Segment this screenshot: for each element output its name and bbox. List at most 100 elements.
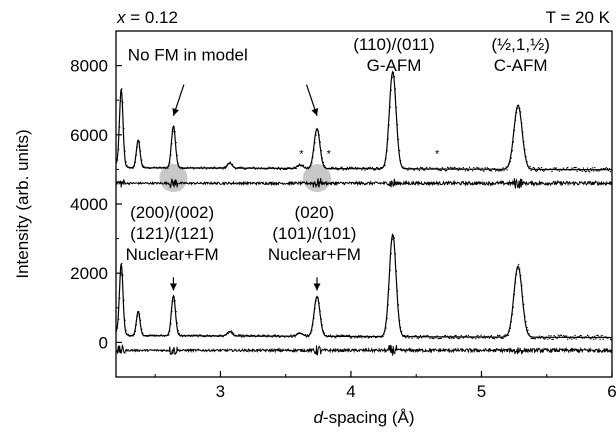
- observed-point: [308, 168, 309, 169]
- observed-point: [361, 169, 362, 170]
- observed-point: [395, 253, 396, 254]
- observed-point: [502, 338, 503, 339]
- observed-point: [348, 335, 349, 336]
- observed-point: [159, 335, 160, 336]
- observed-points: [116, 72, 612, 173]
- observed-point: [120, 274, 121, 275]
- observed-point: [220, 167, 221, 168]
- observed-point: [522, 132, 523, 133]
- observed-point: [527, 330, 528, 331]
- observed-point: [501, 338, 502, 339]
- observed-point: [244, 335, 245, 336]
- observed-point: [247, 168, 248, 169]
- observed-point: [252, 335, 253, 336]
- observed-point: [291, 337, 292, 338]
- observed-point: [345, 336, 346, 337]
- observed-point: [289, 167, 290, 168]
- observed-point: [256, 336, 257, 337]
- observed-point: [136, 324, 137, 325]
- x-tick-label: 6: [607, 382, 616, 401]
- observed-point: [507, 169, 508, 170]
- observed-point: [355, 167, 356, 168]
- difference-curve: [116, 345, 612, 356]
- observed-point: [226, 167, 227, 168]
- observed-point: [468, 170, 469, 171]
- observed-point: [391, 90, 392, 91]
- observed-point: [357, 337, 358, 338]
- observed-point: [325, 335, 326, 336]
- observed-point: [319, 303, 320, 304]
- observed-point: [338, 168, 339, 169]
- observed-point: [433, 168, 434, 169]
- observed-point: [441, 170, 442, 171]
- observed-point: [254, 335, 255, 336]
- observed-point: [417, 167, 418, 168]
- observed-point: [609, 337, 610, 338]
- observed-point: [572, 169, 573, 170]
- observed-point: [591, 170, 592, 171]
- observed-point: [604, 168, 605, 169]
- observed-point: [514, 294, 515, 295]
- observed-point: [508, 335, 509, 336]
- observed-point: [535, 338, 536, 339]
- observed-point: [278, 167, 279, 168]
- observed-point: [162, 335, 163, 336]
- observed-point: [324, 333, 325, 334]
- observed-point: [379, 336, 380, 337]
- observed-point: [192, 167, 193, 168]
- observed-point: [372, 167, 373, 168]
- observed-point: [484, 170, 485, 171]
- observed-point: [249, 167, 250, 168]
- observed-point: [171, 311, 172, 312]
- observed-point: [559, 171, 560, 172]
- observed-point: [533, 338, 534, 339]
- observed-point: [579, 168, 580, 169]
- observed-point: [456, 337, 457, 338]
- observed-point: [458, 170, 459, 171]
- annotation-text: (121)/(121): [130, 224, 214, 243]
- observed-point: [306, 168, 307, 169]
- observed-point: [135, 162, 136, 163]
- observed-point: [408, 167, 409, 168]
- observed-point: [409, 336, 410, 337]
- observed-point: [501, 170, 502, 171]
- observed-point: [438, 338, 439, 339]
- annotation-4: (020)(101)/(101)Nuclear+FM: [268, 203, 361, 264]
- observed-point: [177, 322, 178, 323]
- observed-point: [312, 324, 313, 325]
- observed-point: [510, 161, 511, 162]
- observed-point: [454, 167, 455, 168]
- observed-point: [376, 167, 377, 168]
- observed-point: [452, 337, 453, 338]
- observed-point: [265, 336, 266, 337]
- observed-point: [206, 336, 207, 337]
- observed-point: [166, 167, 167, 168]
- observed-point: [535, 170, 536, 171]
- observed-point: [388, 139, 389, 140]
- observed-point: [200, 334, 201, 335]
- observed-point: [541, 167, 542, 168]
- observed-point: [514, 130, 515, 131]
- observed-point: [445, 335, 446, 336]
- observed-point: [606, 167, 607, 168]
- observed-point: [580, 170, 581, 171]
- observed-point: [306, 336, 307, 337]
- observed-point: [131, 167, 132, 168]
- observed-point: [402, 336, 403, 337]
- observed-point: [162, 167, 163, 168]
- observed-point: [218, 336, 219, 337]
- observed-point: [124, 320, 125, 321]
- observed-point: [209, 335, 210, 336]
- observed-point: [172, 301, 173, 302]
- observed-point: [233, 333, 234, 334]
- observed-point: [589, 337, 590, 338]
- observed-point: [584, 337, 585, 338]
- observed-point: [197, 167, 198, 168]
- observed-point: [265, 168, 266, 169]
- observed-point: [573, 338, 574, 339]
- observed-point: [544, 339, 545, 340]
- observed-point: [595, 338, 596, 339]
- observed-point: [138, 311, 139, 312]
- observed-point: [385, 158, 386, 159]
- observed-point: [537, 170, 538, 171]
